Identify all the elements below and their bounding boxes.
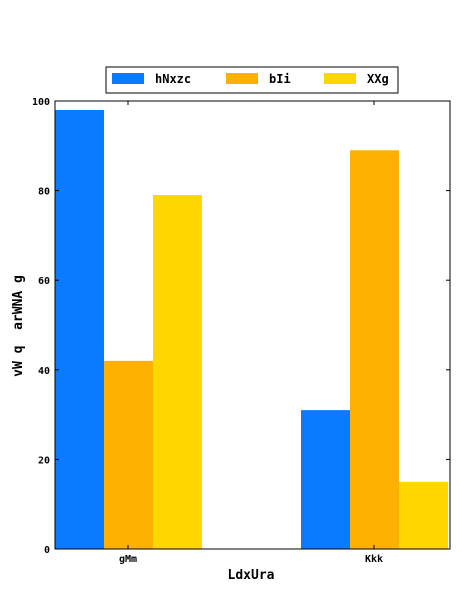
- bar-XXg-gMm: [153, 195, 202, 549]
- y-tick-label: 80: [38, 187, 50, 198]
- plot-frame: [54, 100, 451, 550]
- legend-label-bIi: bIi: [269, 72, 291, 86]
- legend-swatch-hNxzc: [112, 73, 144, 84]
- legend-label-XXg: XXg: [367, 72, 389, 86]
- bar-bIi-gMm: [104, 360, 153, 549]
- y-axis: 0 20 40 60 80 100: [32, 97, 450, 556]
- x-axis-label: LdxUra: [228, 568, 275, 583]
- y-tick-label: 20: [38, 455, 50, 466]
- bars-group: [55, 109, 448, 550]
- bar-bIi-Kkk: [350, 150, 399, 549]
- legend-swatch-bIi: [226, 73, 258, 84]
- y-tick-label: 0: [44, 545, 50, 556]
- bar-hNxzc-Kkk: [301, 410, 350, 549]
- y-tick-label: 40: [38, 366, 50, 377]
- legend: hNxzc bIi XXg: [105, 66, 399, 94]
- x-tick-label: Kkk: [365, 554, 383, 565]
- x-tick-label: gMm: [119, 554, 137, 565]
- y-tick-label: 100: [32, 97, 50, 108]
- y-axis-label: vW q arWNA g: [11, 275, 26, 377]
- y-tick-label: 60: [38, 276, 50, 287]
- legend-swatch-XXg: [324, 73, 356, 84]
- legend-label-hNxzc: hNxzc: [155, 72, 191, 86]
- bar-hNxzc-gMm: [55, 109, 104, 550]
- bar-XXg-Kkk: [399, 481, 448, 549]
- x-axis: gMm Kkk: [119, 101, 383, 565]
